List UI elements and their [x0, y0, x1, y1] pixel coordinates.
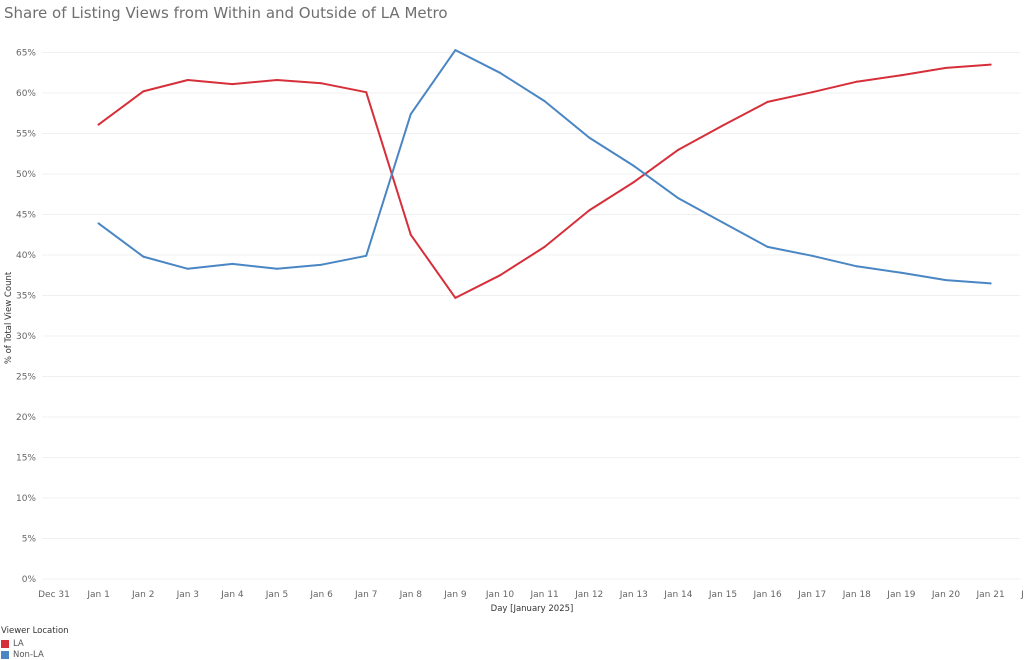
data-point-la[interactable]: [632, 181, 635, 184]
data-point-non-la[interactable]: [231, 262, 234, 265]
x-tick-label: Jan 10: [485, 590, 514, 600]
legend-item-non-la[interactable]: Non-LA: [1, 649, 69, 660]
y-tick-label: 25%: [16, 373, 36, 383]
x-tick-label: Jan 19: [886, 590, 915, 600]
data-point-non-la[interactable]: [989, 282, 992, 285]
x-tick-label: Jan 9: [443, 590, 467, 600]
legend: Viewer Location LA Non-LA: [1, 626, 69, 660]
x-tick-label: Jan 3: [176, 590, 199, 600]
data-point-la[interactable]: [365, 91, 368, 94]
data-point-non-la[interactable]: [97, 222, 100, 225]
x-tick-label: Jan 16: [753, 590, 782, 600]
data-point-non-la[interactable]: [766, 245, 769, 248]
x-tick-label: Jan 11: [530, 590, 559, 600]
x-tick-label: Jan 1: [86, 590, 109, 600]
legend-title: Viewer Location: [1, 626, 69, 636]
data-point-la[interactable]: [588, 209, 591, 212]
x-tick-label: Jan 20: [931, 590, 960, 600]
y-tick-label: 60%: [16, 89, 36, 99]
data-point-la[interactable]: [409, 233, 412, 236]
data-point-non-la[interactable]: [276, 267, 278, 270]
y-tick-label: 65%: [16, 49, 36, 59]
x-tick-label: Jan 7: [354, 590, 377, 600]
data-point-non-la[interactable]: [365, 254, 368, 257]
data-point-la[interactable]: [900, 74, 903, 77]
legend-label-non-la: Non-LA: [13, 649, 44, 660]
data-point-la[interactable]: [945, 66, 947, 69]
data-point-non-la[interactable]: [677, 197, 680, 200]
data-point-non-la[interactable]: [543, 100, 546, 103]
x-tick-label: Jan 2: [131, 590, 154, 600]
data-point-la[interactable]: [97, 123, 100, 126]
data-point-la[interactable]: [543, 245, 546, 248]
data-point-non-la[interactable]: [454, 49, 457, 52]
data-point-la[interactable]: [766, 100, 769, 103]
data-point-non-la[interactable]: [499, 71, 501, 74]
data-point-la[interactable]: [276, 79, 278, 82]
x-tick-label: Jan 13: [619, 590, 648, 600]
data-point-non-la[interactable]: [811, 254, 814, 257]
data-point-non-la[interactable]: [186, 267, 189, 270]
data-point-la[interactable]: [989, 63, 992, 66]
x-tick-label: Jan 17: [797, 590, 826, 600]
y-tick-label: 30%: [16, 332, 36, 342]
data-point-la[interactable]: [454, 296, 457, 299]
x-tick-label: Jan 22: [1020, 590, 1024, 600]
x-axis-title: Day [January 2025]: [491, 604, 574, 614]
data-point-non-la[interactable]: [855, 265, 858, 268]
chart-title: Share of Listing Views from Within and O…: [4, 4, 448, 22]
data-point-la[interactable]: [231, 83, 234, 86]
y-tick-label: 10%: [16, 494, 36, 504]
data-point-la[interactable]: [499, 274, 501, 277]
data-point-la[interactable]: [811, 91, 814, 94]
x-tick-label: Jan 8: [399, 590, 423, 600]
y-tick-label: 45%: [16, 211, 36, 221]
x-tick-label: Dec 31: [38, 590, 70, 600]
data-point-non-la[interactable]: [320, 263, 323, 266]
y-axis-ticks: 0% 5% 10% 15% 20% 25% 30% 35% 40% 45% 50% 55% 60% 65%: [16, 49, 36, 586]
data-point-non-la[interactable]: [588, 136, 591, 139]
y-tick-label: 35%: [16, 292, 36, 302]
legend-item-la[interactable]: LA: [1, 638, 69, 649]
data-point-la[interactable]: [320, 82, 323, 85]
y-tick-label: 5%: [22, 535, 37, 545]
y-tick-label: 50%: [16, 170, 36, 180]
y-tick-label: 40%: [16, 251, 36, 261]
data-point-la[interactable]: [142, 90, 145, 93]
x-tick-label: Jan 6: [309, 590, 333, 600]
y-tick-label: 55%: [16, 130, 36, 140]
data-point-non-la[interactable]: [409, 113, 412, 116]
y-tick-label: 15%: [16, 454, 36, 464]
x-tick-label: Jan 18: [842, 590, 871, 600]
data-point-non-la[interactable]: [142, 255, 145, 258]
x-tick-label: Jan 4: [220, 590, 244, 600]
x-axis-ticks: Dec 31 Jan 1 Jan 2 Jan 3 Jan 4 Jan 5 Jan 6 Jan …: [38, 590, 1024, 600]
y-tick-label: 20%: [16, 413, 36, 423]
x-tick-label: Jan 12: [574, 590, 603, 600]
data-point-non-la[interactable]: [945, 279, 947, 282]
series-lines: [97, 49, 992, 299]
data-point-non-la[interactable]: [900, 271, 903, 274]
legend-label-la: LA: [13, 638, 24, 649]
data-point-non-la[interactable]: [632, 164, 635, 167]
data-point-la[interactable]: [186, 79, 189, 82]
y-axis-title: % of Total View Count: [4, 271, 14, 364]
data-point-non-la[interactable]: [722, 221, 724, 224]
x-tick-label: Jan 14: [663, 590, 692, 600]
gridlines: [42, 52, 1020, 580]
x-tick-label: Jan 15: [708, 590, 737, 600]
data-point-la[interactable]: [855, 80, 858, 83]
data-point-la[interactable]: [677, 148, 680, 151]
legend-swatch-la: [1, 639, 9, 648]
data-point-la[interactable]: [722, 124, 724, 127]
x-tick-label: Jan 5: [265, 590, 288, 600]
x-tick-label: Jan 21: [976, 590, 1005, 600]
legend-swatch-non-la: [1, 650, 9, 659]
y-tick-label: 0%: [22, 575, 37, 585]
